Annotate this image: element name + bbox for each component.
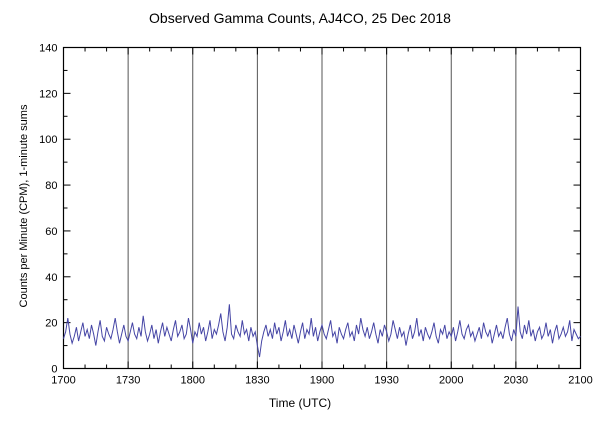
y-tick-label: 60 <box>45 226 57 238</box>
x-axis-label: Time (UTC) <box>268 396 332 410</box>
y-tick-label: 0 <box>51 364 57 376</box>
y-tick-label: 100 <box>39 134 57 146</box>
y-tick-label: 40 <box>45 272 57 284</box>
y-tick-label: 140 <box>39 43 57 55</box>
y-tick-label: 80 <box>45 180 57 192</box>
x-tick-label: 1900 <box>310 375 334 387</box>
y-tick-label: 120 <box>39 88 57 100</box>
x-tick-label: 1700 <box>51 375 75 387</box>
x-tick-label: 1800 <box>181 375 205 387</box>
chart-title: Observed Gamma Counts, AJ4CO, 25 Dec 201… <box>149 10 451 26</box>
x-tick-label: 2030 <box>504 375 528 387</box>
x-tick-label: 1830 <box>245 375 269 387</box>
x-tick-label: 2000 <box>439 375 463 387</box>
x-tick-label: 1930 <box>374 375 398 387</box>
x-tick-label: 1730 <box>116 375 140 387</box>
y-tick-label: 20 <box>45 318 57 330</box>
gamma-counts-line <box>63 304 581 358</box>
x-tick-label: 2100 <box>568 375 592 387</box>
